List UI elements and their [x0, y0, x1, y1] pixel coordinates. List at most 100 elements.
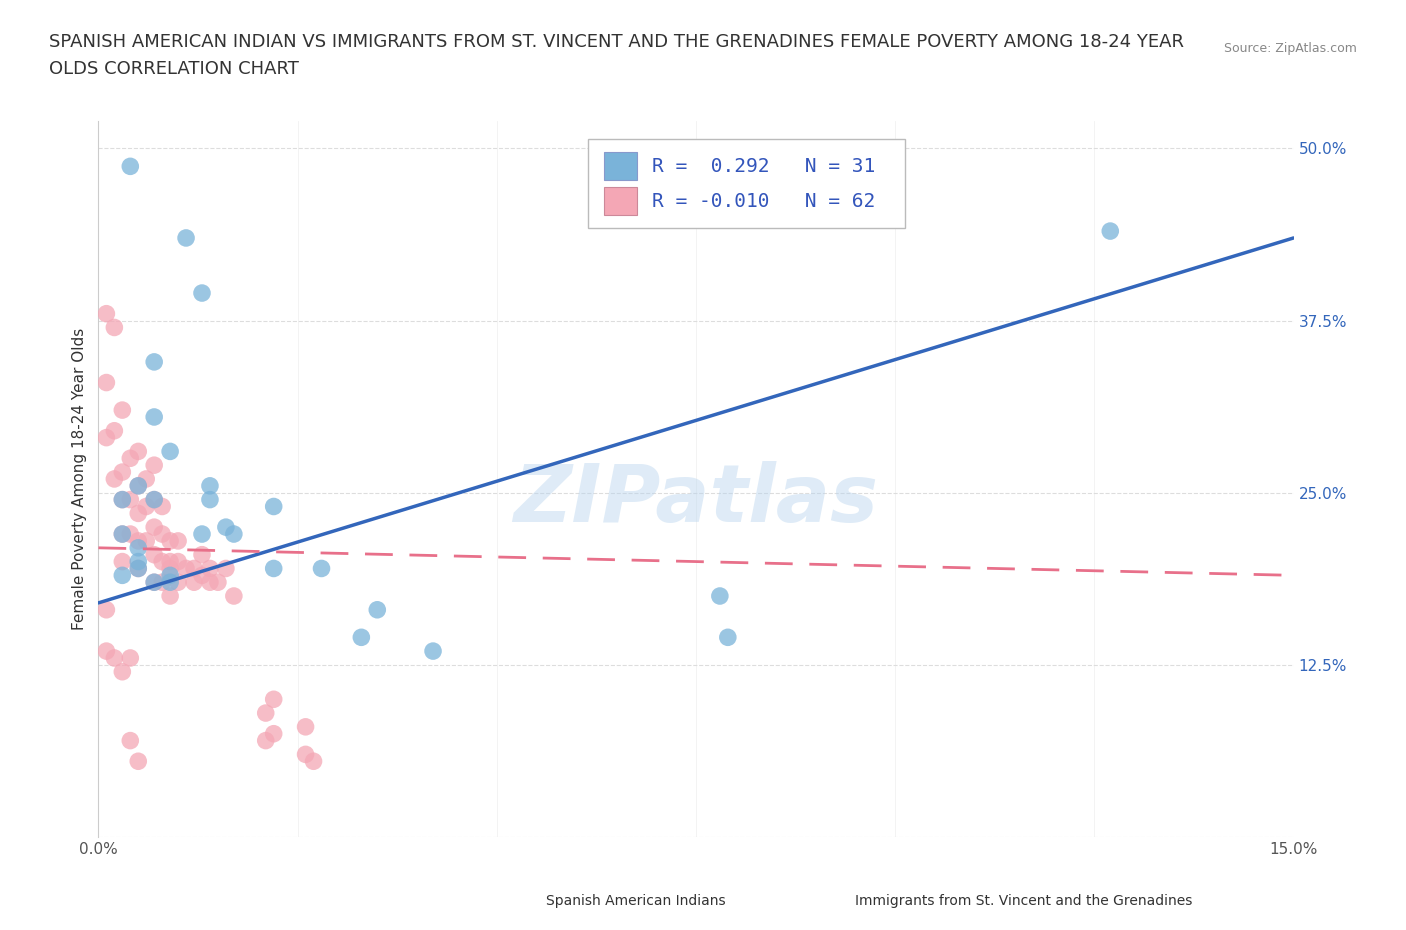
Point	[198, 478, 221, 493]
Text: R =  0.292   N = 31: R = 0.292 N = 31	[652, 156, 875, 176]
Point	[111, 526, 134, 541]
Point	[143, 492, 166, 507]
Text: OLDS CORRELATION CHART: OLDS CORRELATION CHART	[49, 60, 299, 78]
Point	[111, 664, 134, 679]
Point	[159, 568, 181, 583]
Point	[127, 561, 149, 576]
Point	[127, 754, 149, 769]
Point	[111, 526, 134, 541]
Text: ZIPatlas: ZIPatlas	[513, 461, 879, 539]
Point	[254, 706, 277, 721]
Y-axis label: Female Poverty Among 18-24 Year Olds: Female Poverty Among 18-24 Year Olds	[72, 328, 87, 631]
Point	[143, 520, 166, 535]
Point	[96, 644, 118, 658]
Point	[103, 423, 125, 438]
FancyBboxPatch shape	[605, 153, 637, 179]
Point	[103, 320, 125, 335]
Point	[263, 561, 285, 576]
Point	[127, 478, 149, 493]
Point	[96, 603, 118, 618]
Point	[111, 403, 134, 418]
Point	[222, 526, 245, 541]
Point	[150, 526, 173, 541]
Point	[198, 561, 221, 576]
Point	[215, 520, 238, 535]
Point	[135, 534, 157, 549]
Point	[263, 692, 285, 707]
Point	[159, 575, 181, 590]
Point	[174, 231, 197, 246]
Point	[366, 603, 388, 618]
Point	[111, 554, 134, 569]
Point	[159, 554, 181, 569]
Point	[150, 499, 173, 514]
Point	[159, 534, 181, 549]
Point	[143, 354, 166, 369]
Point	[150, 575, 173, 590]
Point	[127, 506, 149, 521]
Point	[120, 651, 142, 666]
Point	[111, 492, 134, 507]
FancyBboxPatch shape	[589, 139, 905, 229]
Point	[96, 431, 118, 445]
Point	[96, 375, 118, 390]
Point	[311, 561, 333, 576]
Point	[294, 720, 316, 735]
Point	[717, 630, 740, 644]
Point	[127, 534, 149, 549]
Text: R = -0.010   N = 62: R = -0.010 N = 62	[652, 192, 875, 210]
Point	[183, 575, 205, 590]
Point	[215, 561, 238, 576]
Point	[159, 444, 181, 458]
Point	[159, 589, 181, 604]
Point	[150, 554, 173, 569]
Point	[143, 458, 166, 472]
Point	[135, 499, 157, 514]
Point	[174, 561, 197, 576]
Point	[191, 568, 214, 583]
Point	[263, 726, 285, 741]
Text: Immigrants from St. Vincent and the Grenadines: Immigrants from St. Vincent and the Gren…	[855, 894, 1192, 909]
Point	[198, 575, 221, 590]
Point	[254, 733, 277, 748]
Point	[159, 561, 181, 576]
Point	[111, 568, 134, 583]
Text: Spanish American Indians: Spanish American Indians	[546, 894, 725, 909]
Point	[120, 159, 142, 174]
Point	[127, 561, 149, 576]
Point	[120, 492, 142, 507]
Point	[191, 547, 214, 562]
Point	[709, 589, 731, 604]
FancyBboxPatch shape	[506, 891, 537, 911]
Point	[294, 747, 316, 762]
Point	[143, 492, 166, 507]
Point	[127, 444, 149, 458]
Point	[167, 575, 190, 590]
Point	[302, 754, 325, 769]
Point	[207, 575, 229, 590]
Point	[120, 451, 142, 466]
Text: Source: ZipAtlas.com: Source: ZipAtlas.com	[1223, 42, 1357, 55]
Point	[143, 547, 166, 562]
Point	[263, 499, 285, 514]
Point	[135, 472, 157, 486]
Point	[191, 286, 214, 300]
Point	[191, 526, 214, 541]
Point	[127, 554, 149, 569]
Point	[222, 589, 245, 604]
Point	[143, 409, 166, 424]
Point	[120, 733, 142, 748]
Point	[103, 651, 125, 666]
Point	[111, 492, 134, 507]
Point	[1099, 223, 1122, 238]
Point	[183, 561, 205, 576]
Point	[103, 472, 125, 486]
FancyBboxPatch shape	[815, 891, 846, 911]
Point	[422, 644, 444, 658]
Point	[127, 478, 149, 493]
Point	[127, 540, 149, 555]
Point	[198, 492, 221, 507]
Point	[143, 575, 166, 590]
Point	[96, 306, 118, 321]
FancyBboxPatch shape	[605, 188, 637, 215]
